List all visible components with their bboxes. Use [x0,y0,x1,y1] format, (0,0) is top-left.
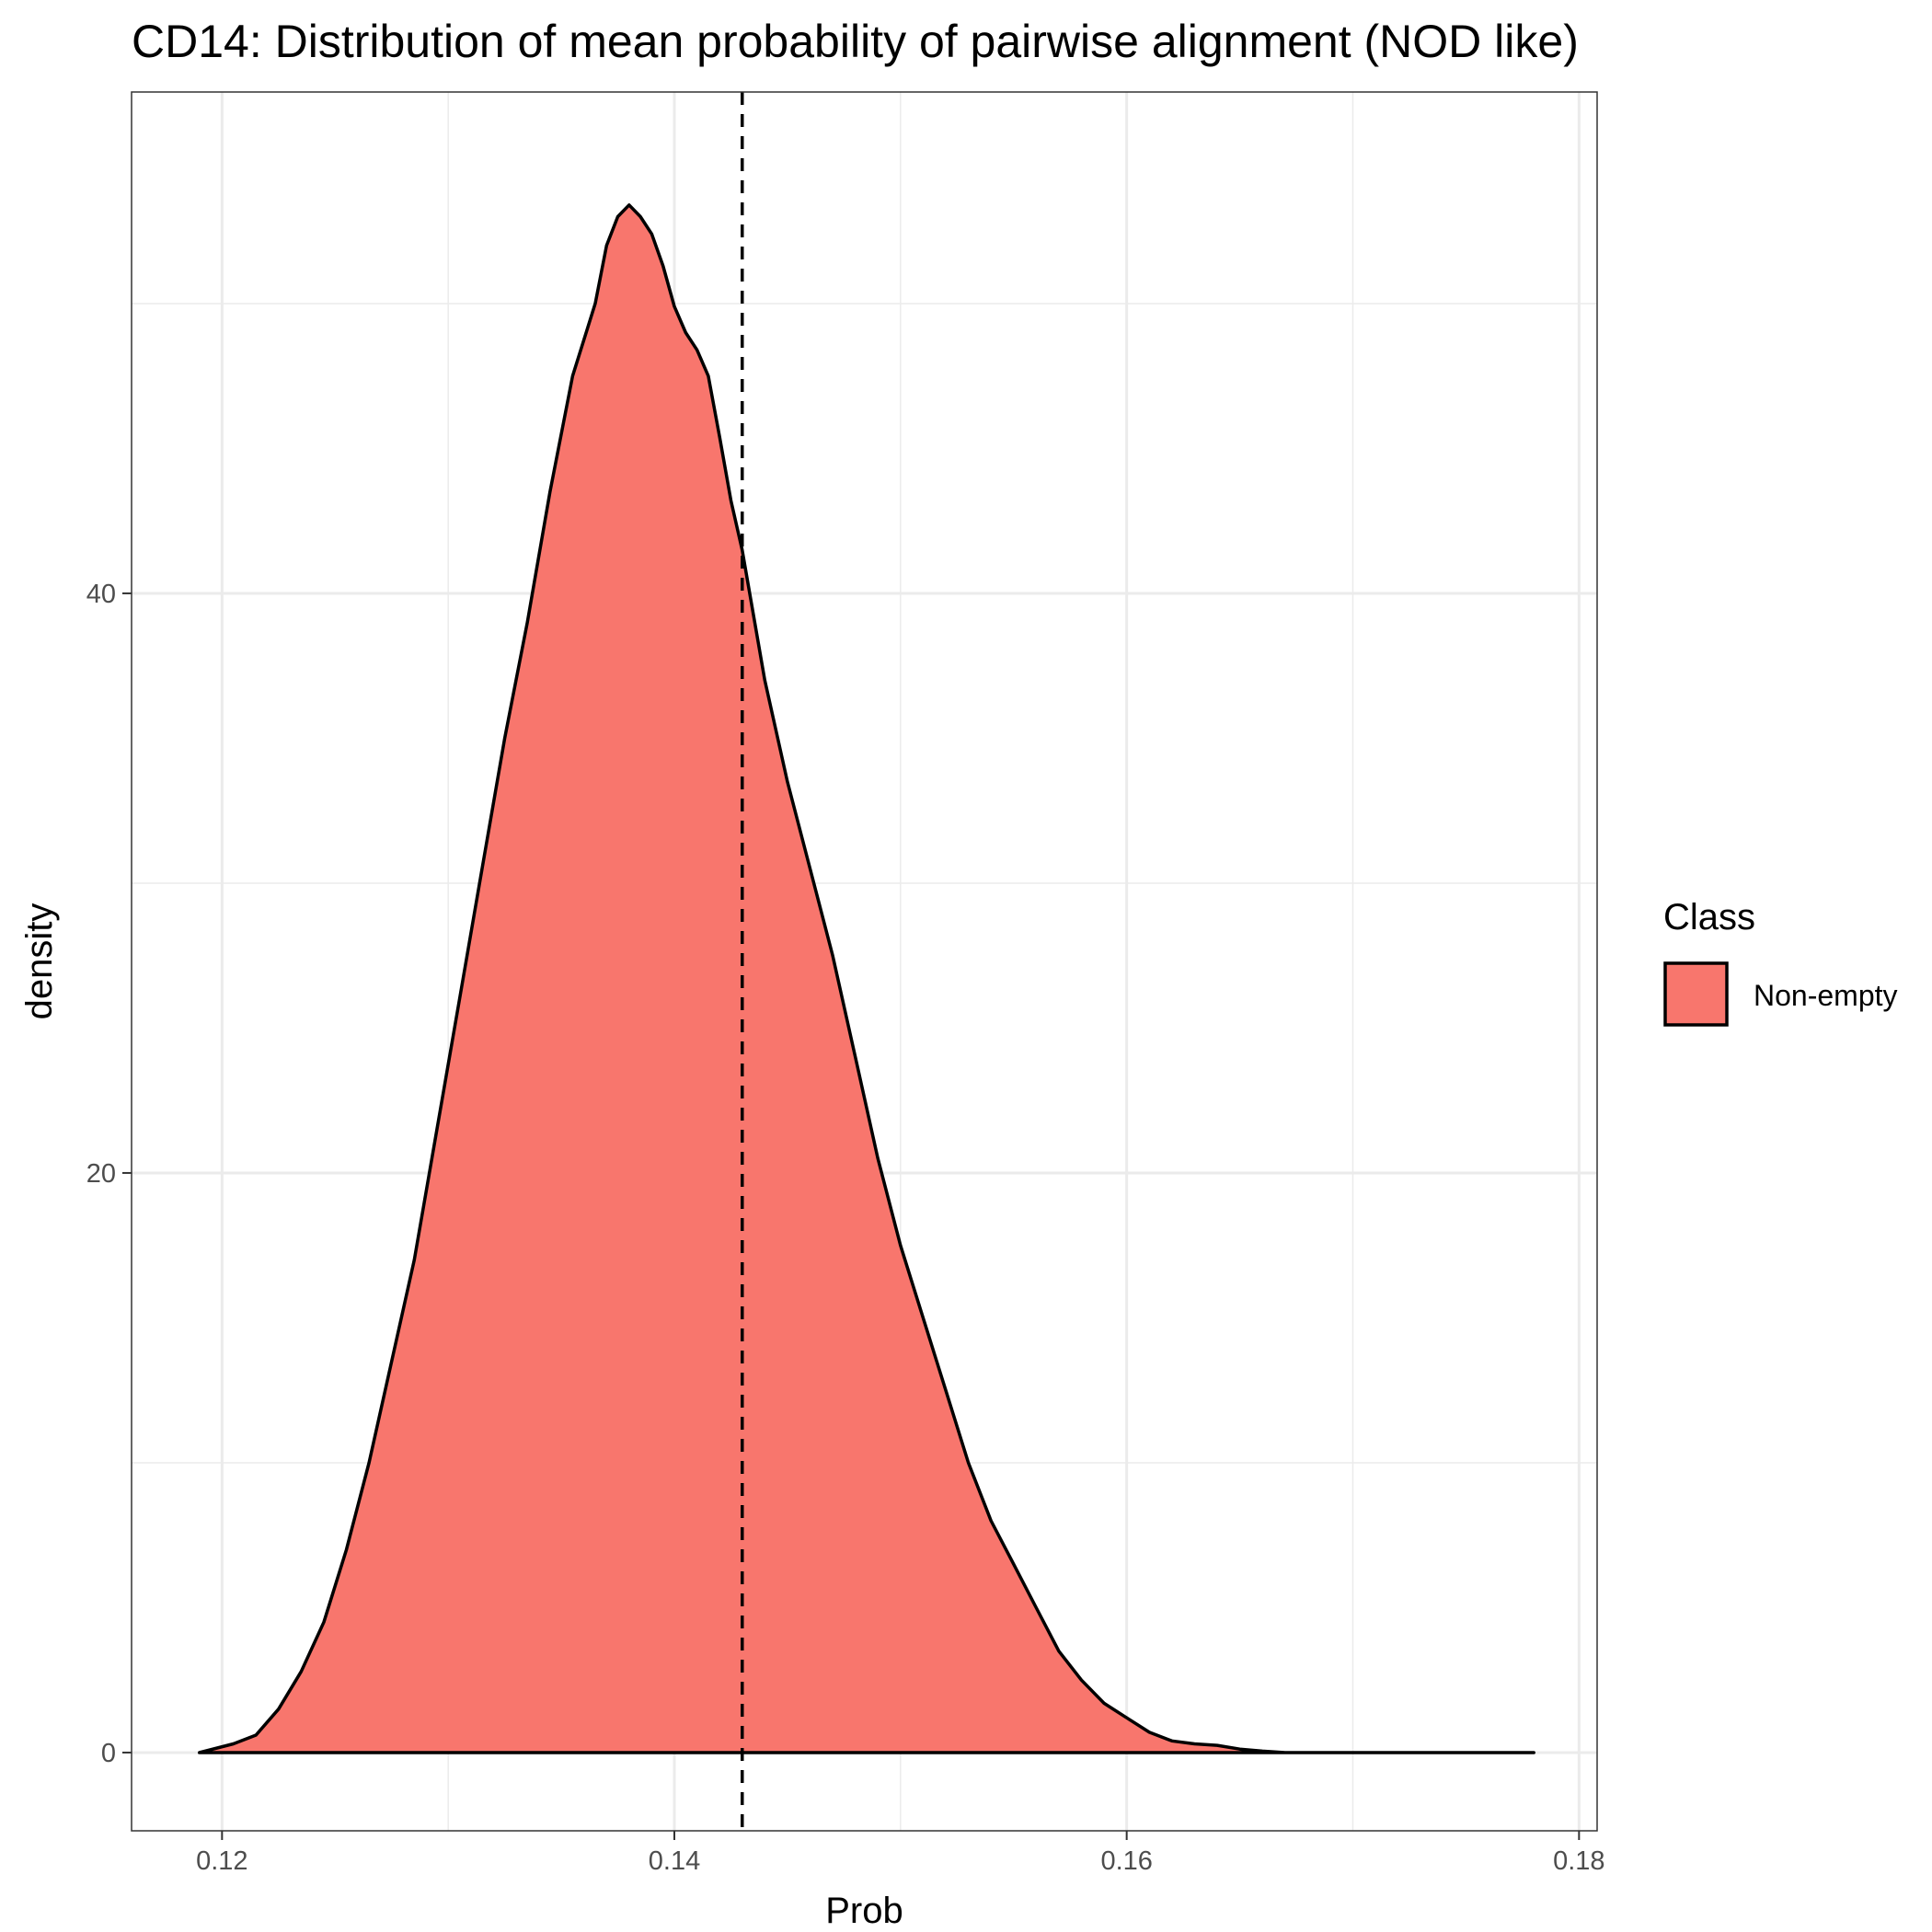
y-tick-label: 40 [86,580,116,609]
series-layer [197,203,1535,1754]
y-tick-label: 20 [86,1159,116,1189]
x-axis: 0.12 0.14 0.16 0.18 [196,1831,1605,1876]
density-area-non-empty [197,203,1535,1754]
x-tick-label: 0.14 [649,1846,700,1876]
grid-minor [132,92,1597,1831]
x-axis-title: Prob [825,1891,903,1931]
legend-title: Class [1663,897,1755,937]
legend: Class Non-empty [1663,897,1898,1027]
y-axis: 0 20 40 [86,580,132,1768]
y-axis-title: density [19,903,60,1020]
chart-title: CD14: Distribution of mean probability o… [132,16,1579,67]
legend-label-non-empty: Non-empty [1754,979,1898,1012]
y-tick-label: 0 [101,1739,116,1768]
x-tick-label: 0.12 [196,1846,247,1876]
legend-swatch-non-empty [1663,961,1729,1027]
x-tick-label: 0.18 [1553,1846,1604,1876]
plot-border [131,91,1598,1832]
x-tick-label: 0.16 [1100,1846,1152,1876]
